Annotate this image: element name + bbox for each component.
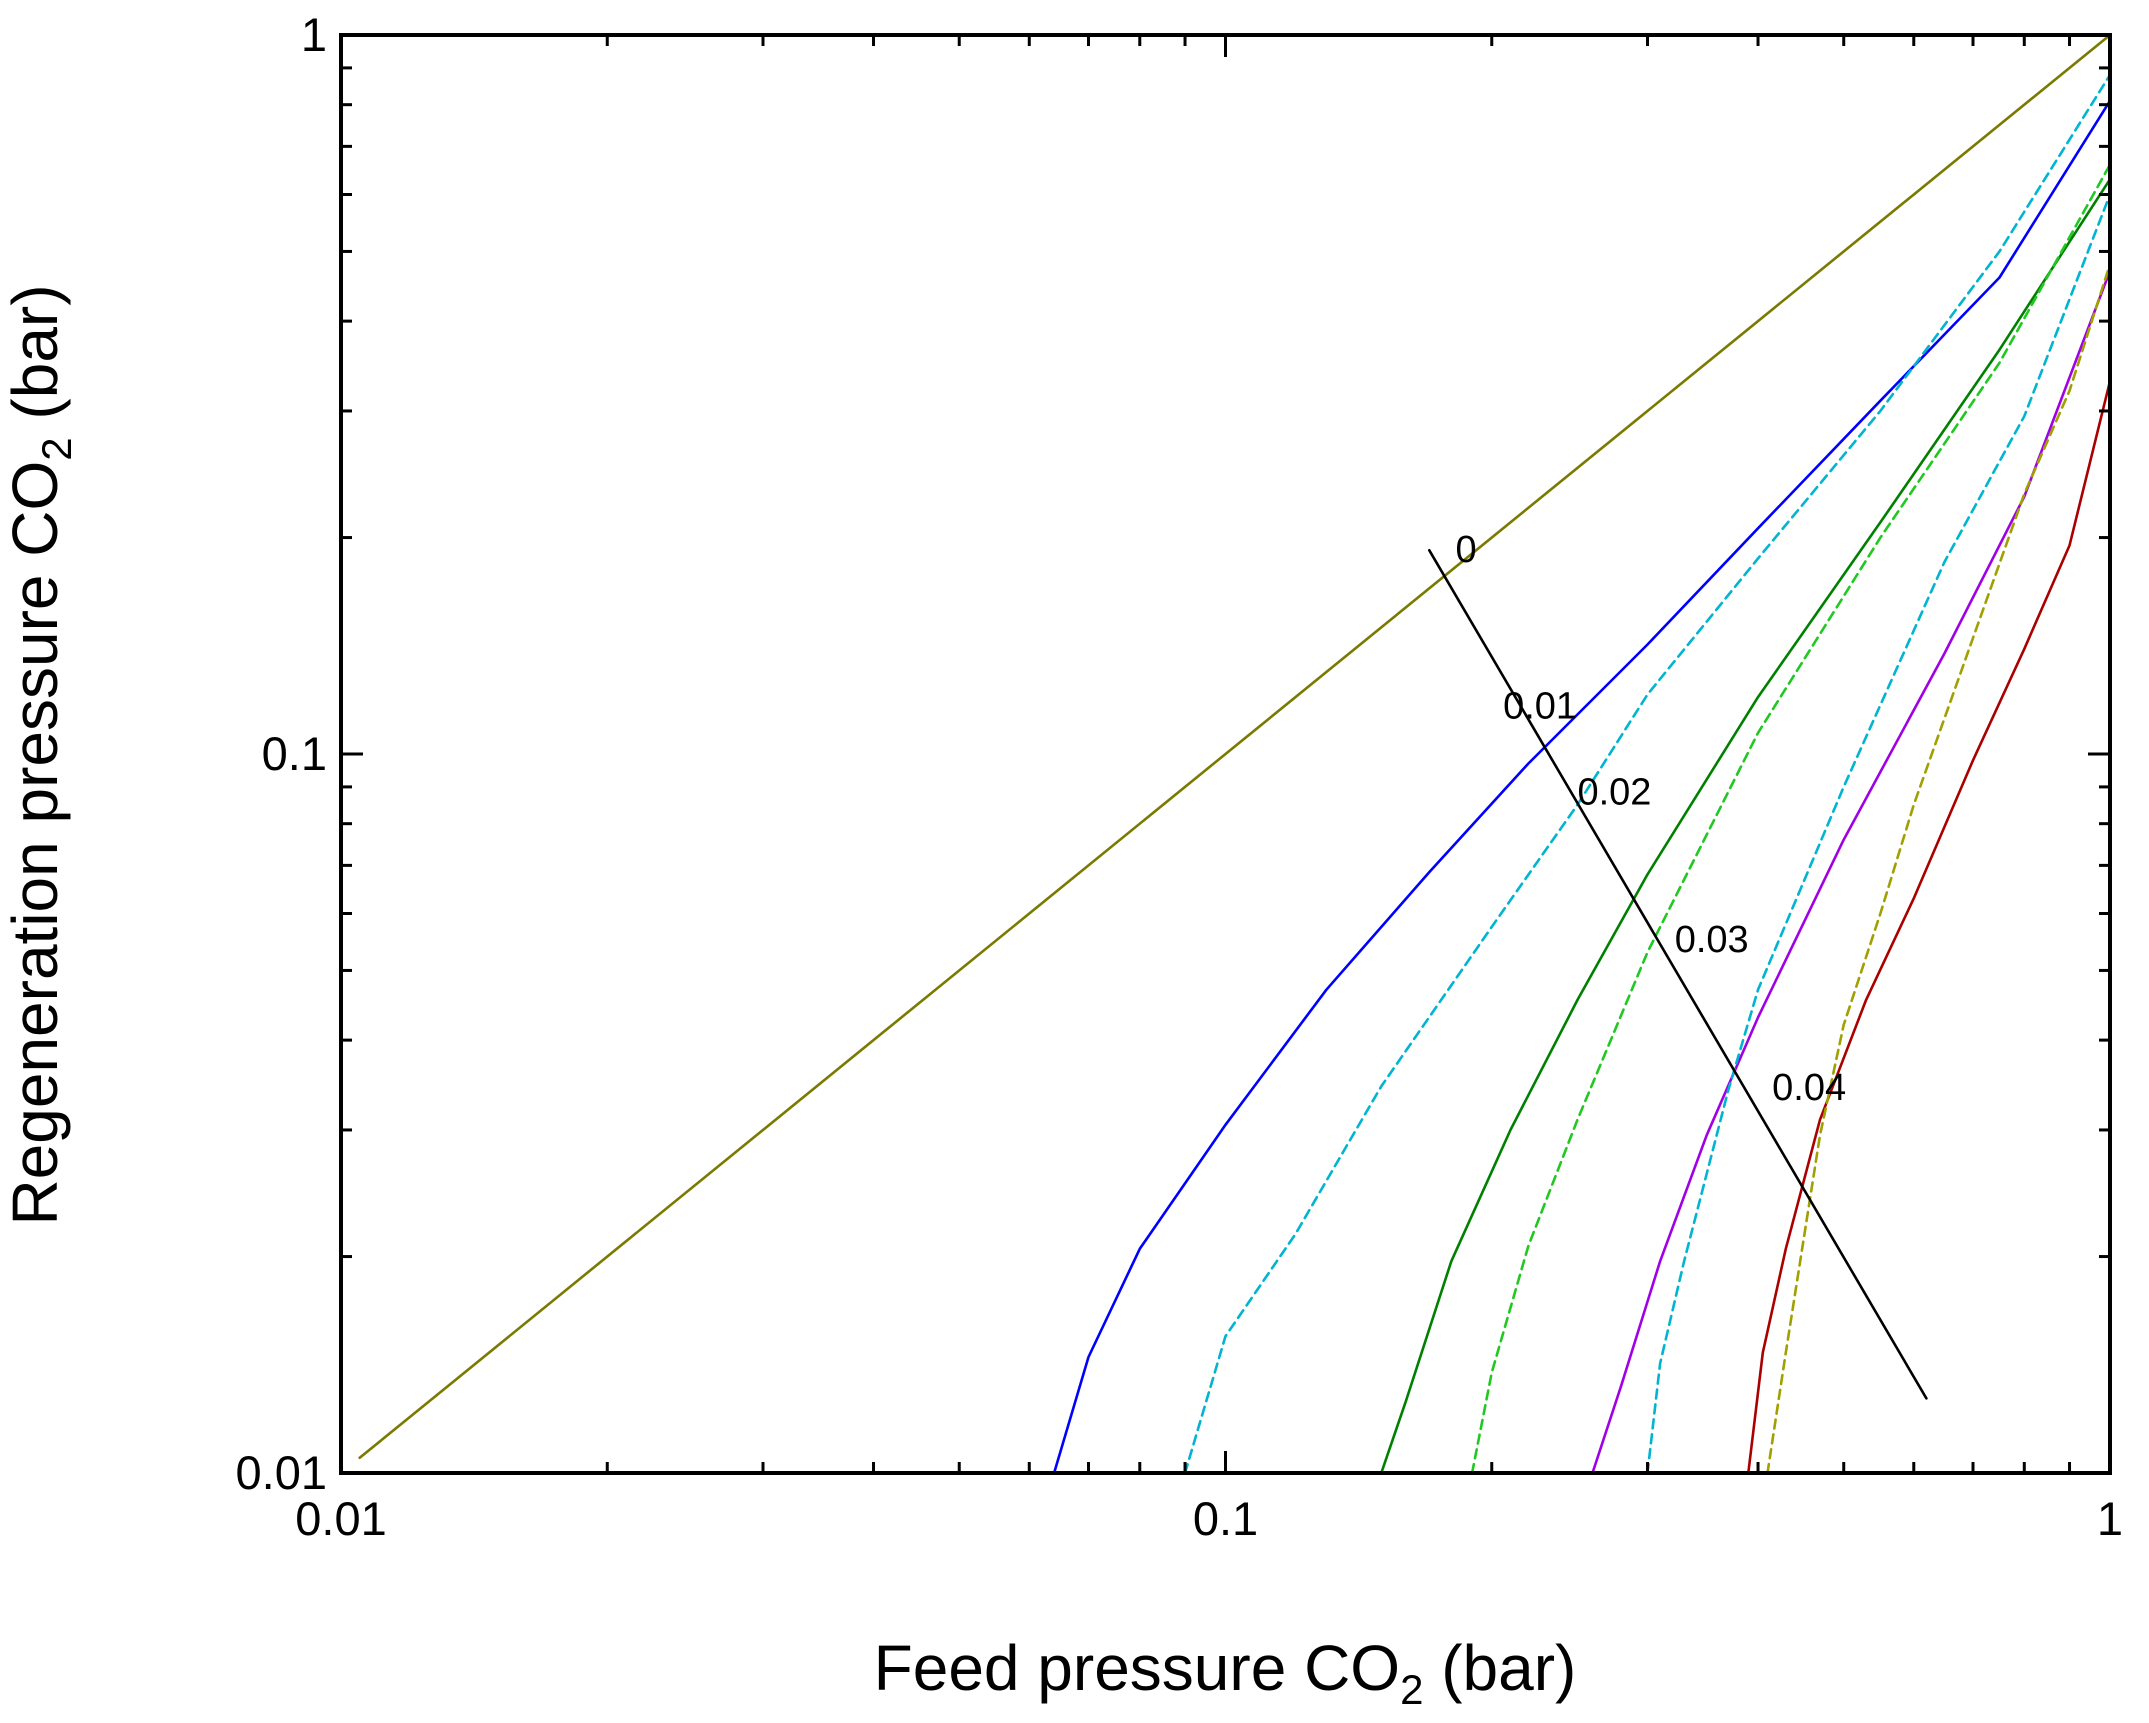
x-tick-label: 0.1: [1193, 1492, 1258, 1545]
annotation-label-1: 0.01: [1503, 686, 1577, 728]
annotation-label-2: 0.02: [1577, 772, 1651, 814]
y-tick-label: 0.01: [236, 1446, 327, 1499]
tick-layer: 0.01 0.1 1 0.01 0.1 1: [236, 8, 2124, 1545]
series-line-6: [1646, 193, 2112, 1475]
anno-layer: 0 0.01 0.02 0.03 0.04: [1456, 529, 1847, 1109]
annotation-label-4: 0.04: [1772, 1067, 1846, 1109]
y-axis-title-subscript: 2: [33, 437, 80, 460]
annotation-label-0: 0: [1456, 529, 1477, 571]
series-line-5: [1591, 269, 2112, 1475]
x-axis-title: Feed pressure CO2 (bar): [874, 1632, 1577, 1713]
series-line-8: [1766, 262, 2112, 1475]
x-axis-title-unit: (bar): [1423, 1632, 1576, 1704]
x-tick-label: 0.01: [295, 1492, 386, 1545]
y-axis-title-unit: (bar): [0, 284, 71, 437]
y-axis-title: Regeneration pressure CO2 (bar): [0, 284, 80, 1225]
series-line-0: [358, 33, 2112, 1460]
y-tick-label: 0.1: [262, 727, 327, 780]
series-layer: [358, 33, 2112, 1475]
x-tick-label: 1: [2097, 1492, 2123, 1545]
y-axis-title-main: Regeneration pressure CO: [0, 461, 71, 1226]
x-axis-title-subscript: 2: [1400, 1666, 1423, 1713]
series-line-3: [1380, 178, 2112, 1475]
series-line-4: [1470, 163, 2112, 1475]
y-tick-label: 1: [301, 8, 327, 61]
series-line-9: [1428, 549, 1928, 1400]
annotation-label-3: 0.03: [1675, 919, 1749, 961]
series-line-7: [1747, 379, 2112, 1475]
series-line-1: [1052, 99, 2112, 1475]
x-axis-title-main: Feed pressure CO: [874, 1632, 1400, 1704]
